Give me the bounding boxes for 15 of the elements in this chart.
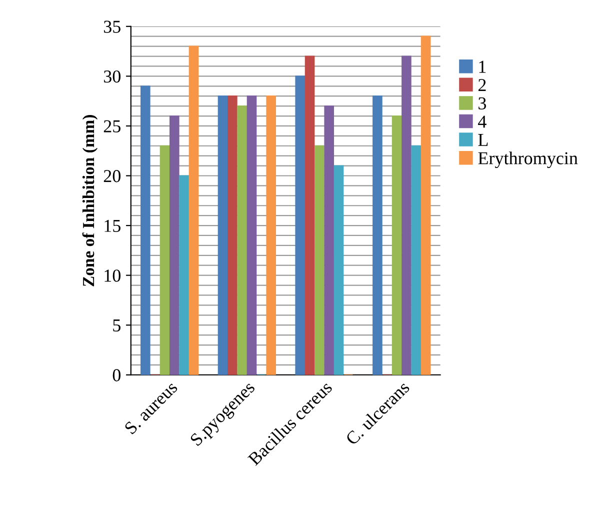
y-tick-label: 10 <box>104 270 120 282</box>
legend-label: L <box>478 134 488 146</box>
legend-label: 3 <box>478 97 486 110</box>
y-tick-label: 15 <box>104 220 120 232</box>
y-axis-title: Zone of Inhibition (mm) <box>82 115 98 286</box>
legend-label: 4 <box>478 116 486 128</box>
y-tick-label: 30 <box>104 70 120 83</box>
y-tick-label: 35 <box>104 20 120 33</box>
legend-label: Erythromycin <box>478 152 578 168</box>
legend-label: 2 <box>478 79 486 92</box>
y-tick-label: 25 <box>104 120 120 132</box>
y-tick-label: 0 <box>112 369 120 382</box>
y-tick-label: 20 <box>104 170 120 182</box>
legend-label: 1 <box>479 60 486 73</box>
y-tick-label: 5 <box>113 320 120 332</box>
